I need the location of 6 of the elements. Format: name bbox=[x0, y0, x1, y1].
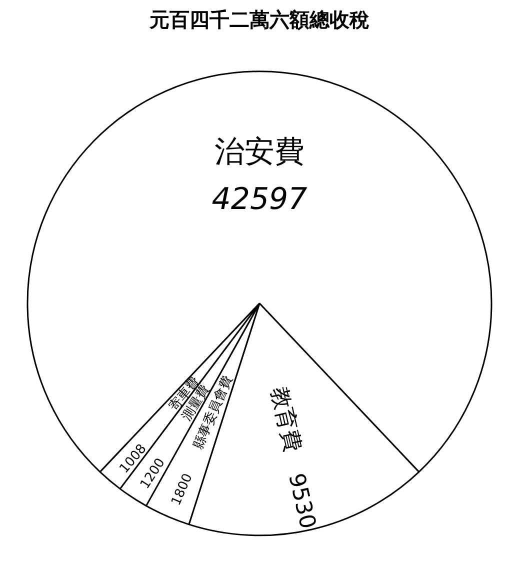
slice-label: 教育費 bbox=[266, 384, 306, 454]
chart-title: 元百四千二萬六額總收稅 bbox=[148, 8, 370, 32]
data-label: 1800 bbox=[168, 471, 196, 508]
data-label: 9530 bbox=[283, 471, 320, 532]
slice-label: 治安費 bbox=[214, 134, 304, 170]
data-label: 42597 bbox=[212, 182, 308, 218]
